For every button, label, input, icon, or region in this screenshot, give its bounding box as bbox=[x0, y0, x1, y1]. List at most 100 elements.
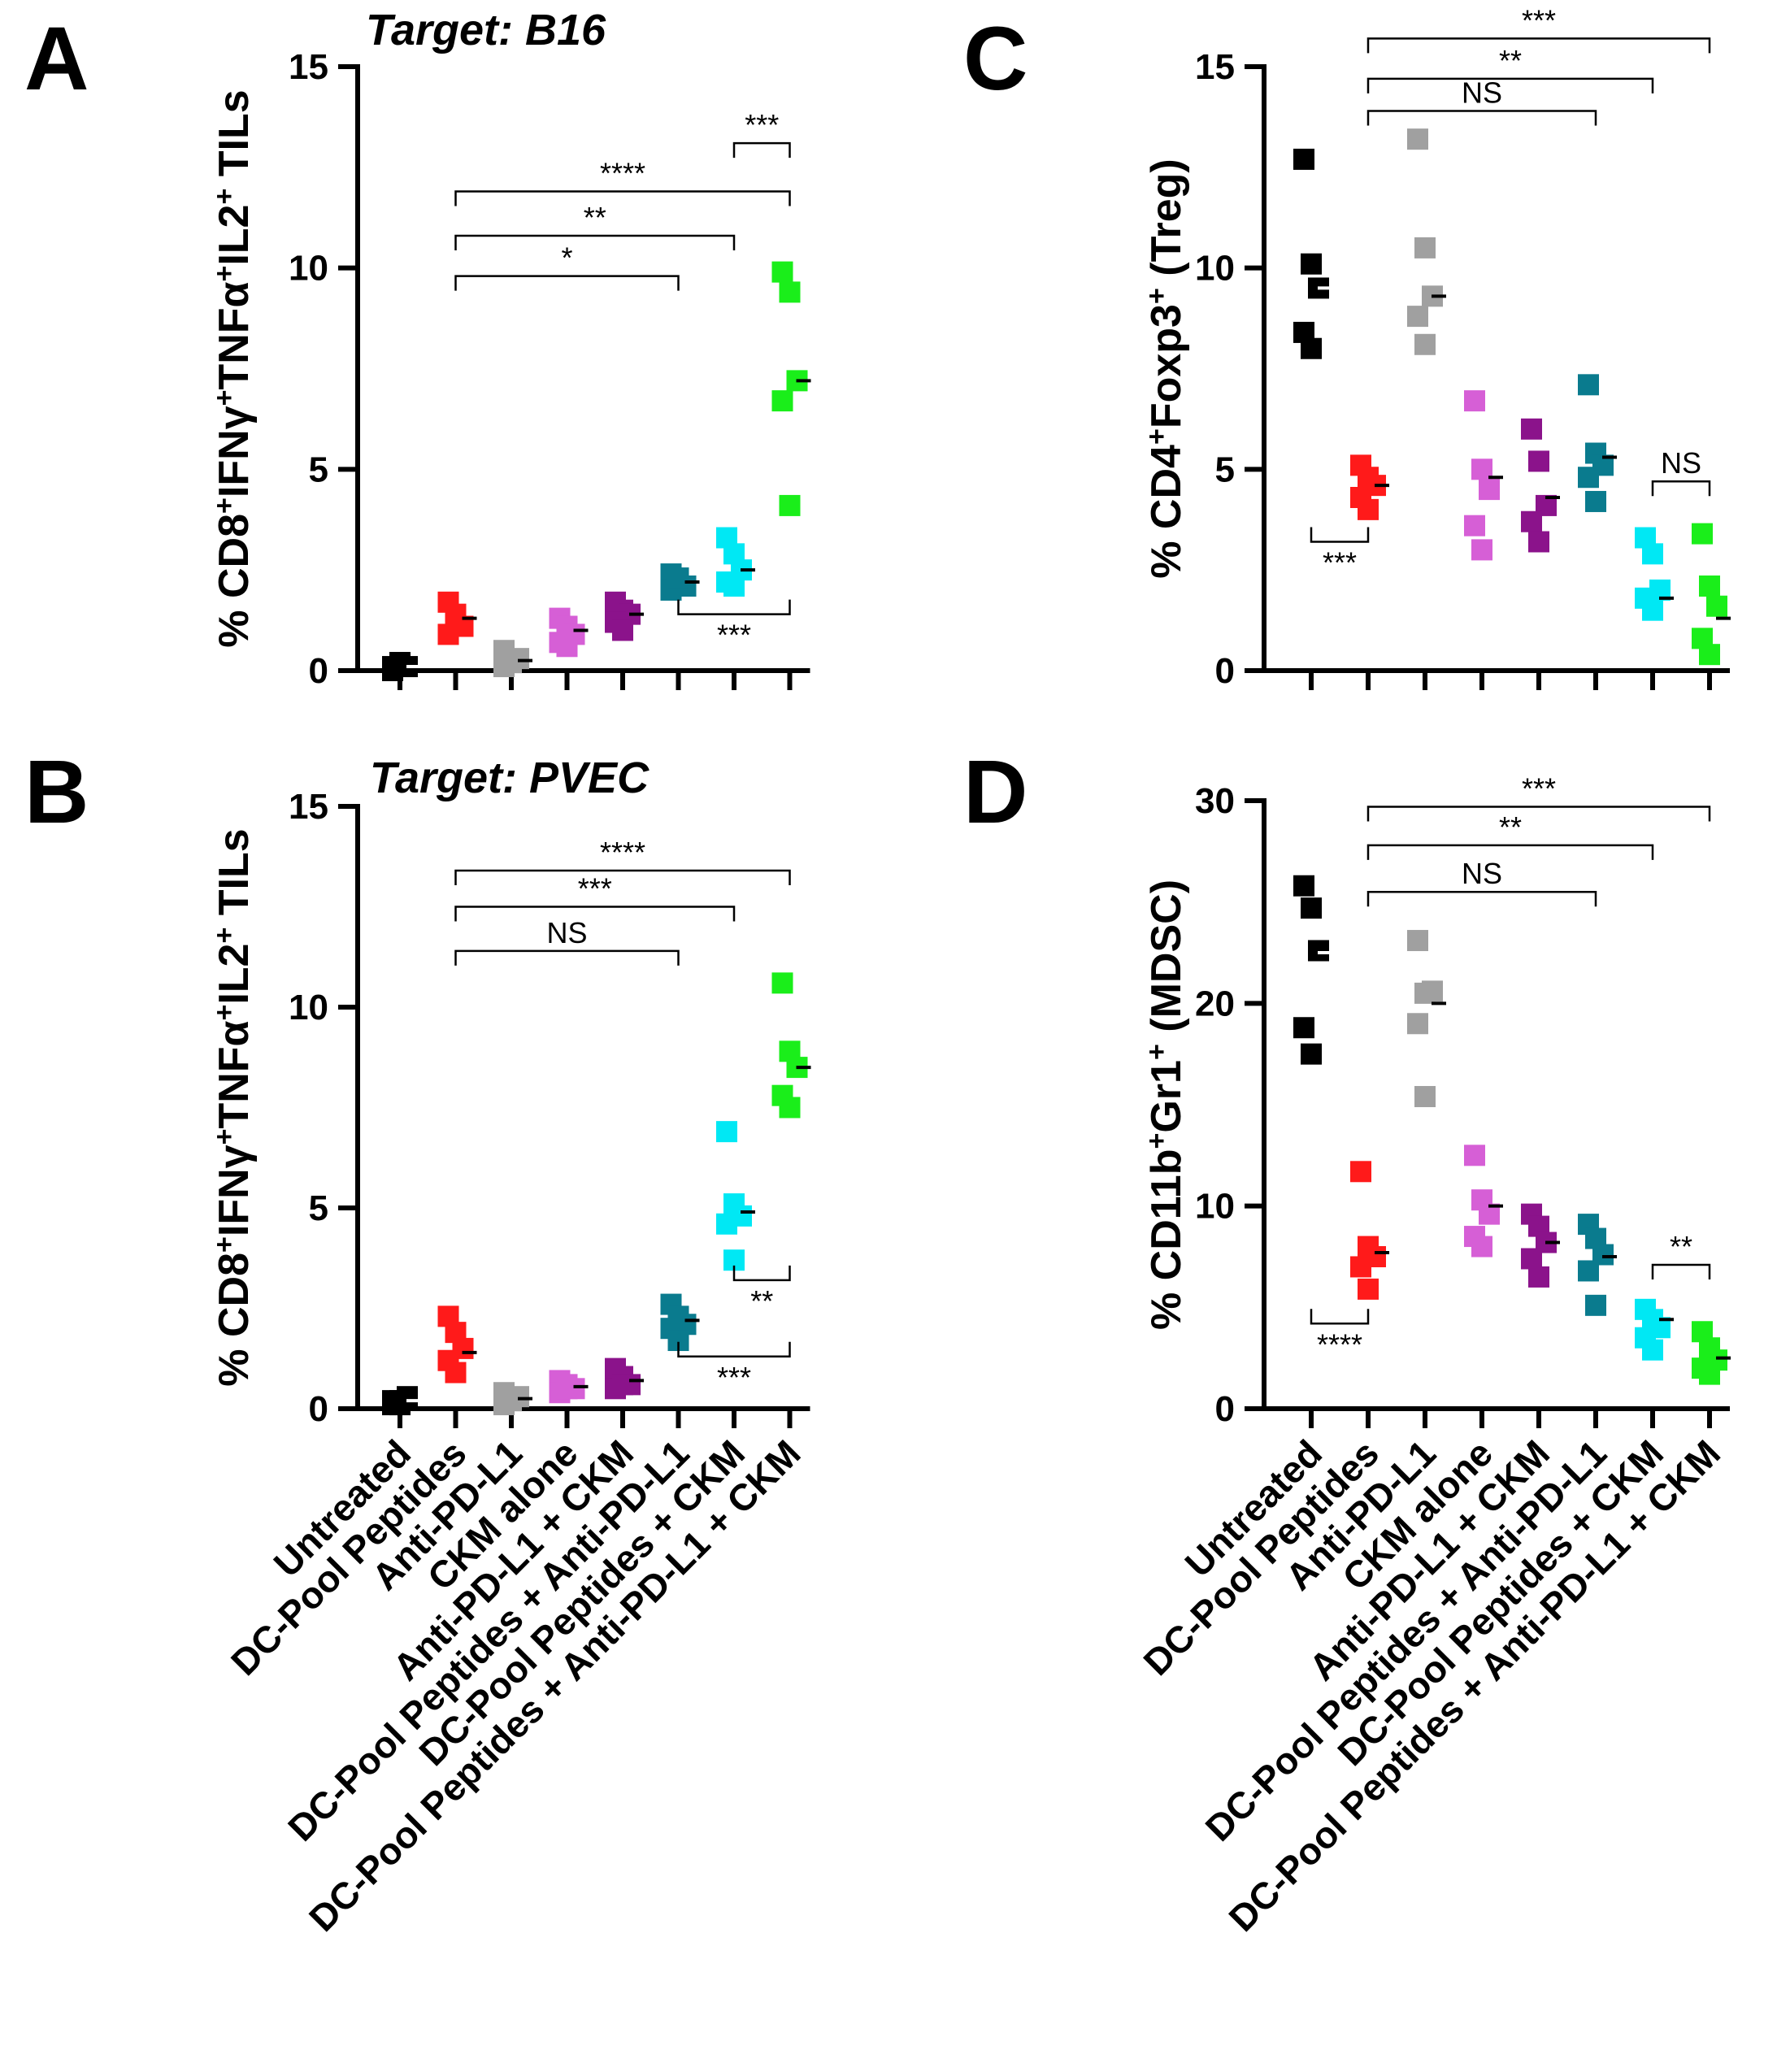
data-point bbox=[612, 1374, 633, 1396]
significance-bracket bbox=[677, 1341, 791, 1358]
data-point bbox=[1706, 595, 1727, 617]
y-axis-label-sup: + bbox=[209, 927, 240, 944]
y-axis-label-part: % CD8 bbox=[211, 514, 258, 648]
data-point bbox=[1301, 253, 1322, 275]
data-point bbox=[1528, 450, 1549, 472]
data-point bbox=[779, 281, 801, 303]
data-point bbox=[1407, 930, 1428, 952]
data-point bbox=[501, 652, 522, 674]
panel-letter: B bbox=[24, 742, 89, 842]
y-tick-label: 0 bbox=[309, 1389, 328, 1429]
significance-label: NS bbox=[546, 916, 587, 949]
panel-title: Target: PVEC bbox=[370, 754, 650, 802]
data-point bbox=[1528, 1266, 1549, 1288]
data-point bbox=[1521, 418, 1542, 440]
data-point bbox=[667, 567, 689, 589]
y-axis-label-sup: + bbox=[209, 497, 240, 514]
y-axis-label-sup: + bbox=[209, 390, 240, 406]
y-axis-label-sup: + bbox=[209, 1129, 240, 1145]
data-point bbox=[1642, 543, 1663, 565]
significance-bracket bbox=[454, 869, 791, 886]
y-axis-label-part: % CD4 bbox=[1143, 445, 1190, 579]
significance-label: *** bbox=[717, 1361, 751, 1394]
y-tick-label: 15 bbox=[1195, 47, 1235, 87]
data-point bbox=[1414, 237, 1436, 258]
y-tick-label: 5 bbox=[309, 450, 328, 489]
data-point bbox=[556, 636, 578, 658]
significance-bracket bbox=[677, 599, 791, 615]
y-axis-label-part: TNFα bbox=[211, 281, 258, 389]
significance-bracket bbox=[732, 1265, 791, 1282]
significance-label: **** bbox=[600, 836, 645, 869]
data-point bbox=[1464, 1145, 1485, 1166]
significance-bracket bbox=[1366, 844, 1654, 860]
panel-letter: C bbox=[963, 9, 1028, 109]
panel-letter: D bbox=[963, 742, 1028, 842]
y-tick-label: 5 bbox=[309, 1188, 328, 1228]
data-point bbox=[716, 1121, 737, 1143]
data-point bbox=[1407, 306, 1428, 328]
data-point bbox=[1301, 337, 1322, 359]
significance-bracket bbox=[1366, 890, 1597, 907]
data-point bbox=[1422, 980, 1443, 1002]
y-axis-label-part: IL2 bbox=[211, 944, 258, 1005]
data-point bbox=[445, 611, 467, 633]
data-point bbox=[1578, 374, 1599, 396]
data-point bbox=[556, 1378, 578, 1400]
data-point bbox=[1464, 515, 1485, 536]
significance-label: *** bbox=[1522, 3, 1556, 37]
data-point bbox=[779, 494, 801, 516]
significance-label: NS bbox=[1462, 76, 1502, 109]
data-point bbox=[1642, 1339, 1663, 1361]
significance-label: ** bbox=[1499, 810, 1522, 844]
data-point bbox=[1293, 148, 1314, 170]
y-axis-label-part: IFNγ bbox=[211, 1145, 258, 1236]
y-axis-label-part: Foxp3 bbox=[1143, 304, 1190, 428]
significance-bracket bbox=[1310, 527, 1370, 543]
data-point bbox=[1407, 128, 1428, 150]
data-point bbox=[1578, 467, 1599, 489]
significance-label: * bbox=[561, 241, 572, 275]
y-tick-label: 10 bbox=[289, 988, 328, 1027]
panel-letter: A bbox=[24, 9, 89, 109]
y-tick-label: 15 bbox=[289, 47, 328, 87]
significance-label: *** bbox=[578, 872, 612, 906]
significance-label: ** bbox=[750, 1284, 773, 1318]
y-axis-label-part: IL2 bbox=[211, 205, 258, 266]
y-tick-label: 20 bbox=[1195, 984, 1235, 1023]
significance-bracket bbox=[1651, 1263, 1711, 1279]
data-point bbox=[1301, 897, 1322, 919]
significance-bracket bbox=[1651, 480, 1711, 497]
significance-label: NS bbox=[1462, 857, 1502, 890]
data-point bbox=[501, 1390, 522, 1412]
data-point bbox=[771, 261, 793, 283]
y-axis-label-part: TILs bbox=[211, 89, 258, 188]
data-point bbox=[612, 619, 633, 641]
data-point bbox=[445, 1362, 467, 1384]
y-tick-label: 5 bbox=[1215, 450, 1235, 489]
y-axis-label-sup: + bbox=[209, 1005, 240, 1021]
y-tick-label: 10 bbox=[1195, 1187, 1235, 1227]
data-point bbox=[1585, 490, 1606, 512]
data-point bbox=[1642, 599, 1663, 621]
y-axis-label-part: TILs bbox=[211, 828, 258, 927]
significance-label: **** bbox=[600, 157, 645, 190]
significance-bracket bbox=[1366, 77, 1654, 93]
significance-bracket bbox=[1310, 1309, 1370, 1325]
significance-label: *** bbox=[717, 619, 751, 652]
data-point bbox=[1528, 531, 1549, 553]
data-point bbox=[1358, 1278, 1379, 1300]
y-tick-label: 15 bbox=[289, 787, 328, 827]
data-point bbox=[1293, 1017, 1314, 1039]
y-tick-label: 30 bbox=[1195, 781, 1235, 821]
significance-bracket bbox=[454, 234, 736, 251]
y-axis-label: % CD4+Foxp3+ (Treg) bbox=[1141, 159, 1190, 578]
y-axis-label-part: (MDSC) bbox=[1143, 880, 1190, 1044]
y-axis-label-part: Gr1 bbox=[1143, 1060, 1190, 1133]
significance-label: *** bbox=[1522, 771, 1556, 805]
significance-label: ** bbox=[1670, 1230, 1692, 1263]
y-axis-label-sup: + bbox=[209, 189, 240, 205]
data-point bbox=[1414, 1086, 1436, 1108]
